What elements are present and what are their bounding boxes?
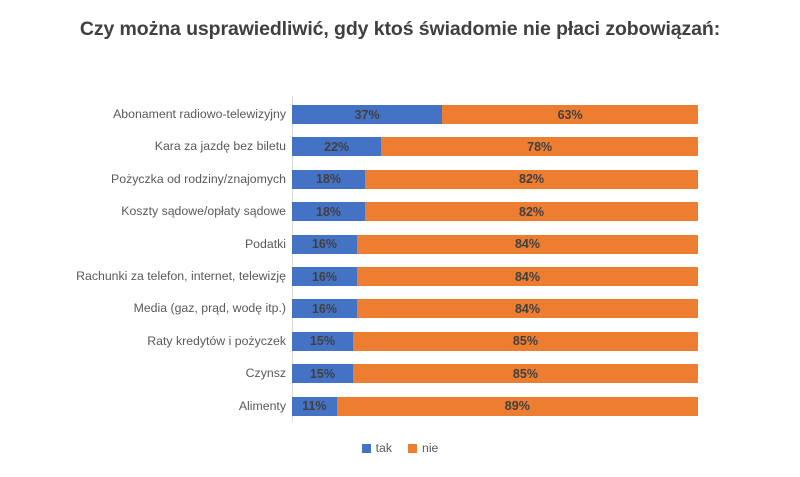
bar-value-label-nie: 82% [519, 172, 545, 187]
bar-segment-nie[interactable]: 82% [365, 169, 698, 189]
category-label: Media (gaz, prąd, wodę itp.) [133, 301, 286, 316]
bar-value-label-tak: 37% [354, 107, 380, 122]
bar-value-label-tak: 18% [316, 204, 342, 219]
bar-segment-tak[interactable]: 16% [292, 234, 357, 254]
category-label: Alimenty [238, 398, 286, 413]
bar-segment-nie[interactable]: 85% [352, 331, 698, 351]
bar-value-label-tak: 11% [302, 399, 327, 414]
bar-value-label-tak: 15% [309, 366, 335, 381]
chart-legend: tak nie [0, 441, 800, 455]
bar-segment-nie[interactable]: 78% [381, 137, 698, 157]
bar-value-label-tak: 18% [316, 172, 342, 187]
bar-row[interactable]: 18% 82% [292, 202, 698, 222]
bar-row[interactable]: 11% 89% [292, 396, 698, 416]
legend-item-nie[interactable]: nie [407, 441, 439, 455]
bar-row[interactable]: 15% 85% [292, 364, 698, 384]
bar-value-label-tak: 22% [324, 139, 350, 154]
category-label: Podatki [244, 236, 286, 251]
bar-value-label-nie: 63% [557, 107, 583, 122]
bar-segment-tak[interactable]: 16% [292, 299, 357, 319]
bar-segment-tak[interactable]: 11% [292, 396, 337, 416]
bar-segment-nie[interactable]: 89% [336, 396, 698, 416]
bar-value-label-nie: 84% [514, 237, 540, 252]
bar-row[interactable]: 15% 85% [292, 331, 698, 351]
category-label: Pożyczka od rodziny/znajomych [111, 171, 286, 186]
bar-value-label-nie: 84% [514, 269, 540, 284]
legend-label: tak [375, 441, 392, 455]
bar-segment-tak[interactable]: 22% [292, 137, 382, 157]
bar-value-label-tak: 16% [311, 269, 337, 284]
category-label: Rachunki za telefon, internet, telewizję [76, 269, 286, 283]
bar-segment-tak[interactable]: 15% [292, 364, 353, 384]
legend-swatch-icon [361, 443, 371, 453]
bar-segment-tak[interactable]: 15% [292, 331, 353, 351]
bar-segment-nie[interactable]: 84% [356, 234, 698, 254]
category-label: Raty kredytów i pożyczek [147, 333, 286, 348]
bar-segment-tak[interactable]: 37% [292, 105, 443, 124]
bar-value-label-tak: 16% [311, 301, 337, 316]
bar-value-label-nie: 78% [527, 139, 553, 154]
legend-item-tak[interactable]: tak [361, 441, 392, 455]
bar-value-label-nie: 85% [512, 366, 538, 381]
plot-area: 37% 63% 22% 78% 18% 82% 18% 82% 16% 84% 16% 84% 16% 8… [292, 96, 698, 422]
chart-title: Czy można usprawiedliwić, gdy ktoś świad… [79, 18, 721, 40]
bar-series-group: 37% 63% 22% 78% 18% 82% 18% 82% 16% 84% 16% 84% 16% 8… [292, 96, 698, 422]
bar-row[interactable]: 16% 84% [292, 299, 698, 319]
bar-row[interactable]: 16% 84% [292, 234, 698, 254]
legend-swatch-icon [407, 443, 417, 453]
bar-row[interactable]: 16% 84% [292, 267, 698, 286]
bar-value-label-nie: 82% [519, 204, 545, 219]
bar-segment-tak[interactable]: 18% [292, 169, 366, 189]
bar-segment-nie[interactable]: 84% [356, 267, 698, 286]
category-label: Kara za jazdę bez biletu [154, 139, 286, 154]
category-label: Abonament radiowo-telewizyjny [113, 107, 286, 121]
legend-label: nie [421, 441, 439, 455]
bar-segment-nie[interactable]: 84% [356, 299, 698, 319]
category-label: Czynsz [245, 366, 286, 381]
bar-value-label-tak: 15% [309, 334, 335, 349]
bar-value-label-nie: 84% [514, 301, 540, 316]
category-axis-labels: Abonament radiowo-telewizyjny Kara za jaz… [0, 96, 286, 422]
bar-value-label-tak: 16% [311, 237, 337, 252]
value-axis-line [292, 96, 293, 422]
bar-row[interactable]: 22% 78% [292, 137, 698, 157]
category-label: Koszty sądowe/opłaty sądowe [121, 204, 286, 219]
bar-segment-nie[interactable]: 85% [352, 364, 698, 384]
bar-segment-tak[interactable]: 18% [292, 202, 366, 222]
bar-row[interactable]: 37% 63% [292, 105, 698, 124]
bar-segment-nie[interactable]: 63% [442, 105, 698, 124]
bar-value-label-nie: 85% [512, 334, 538, 349]
bar-row[interactable]: 18% 82% [292, 169, 698, 189]
bar-value-label-nie: 89% [504, 399, 530, 414]
bar-segment-tak[interactable]: 16% [292, 267, 357, 286]
bar-segment-nie[interactable]: 82% [365, 202, 698, 222]
